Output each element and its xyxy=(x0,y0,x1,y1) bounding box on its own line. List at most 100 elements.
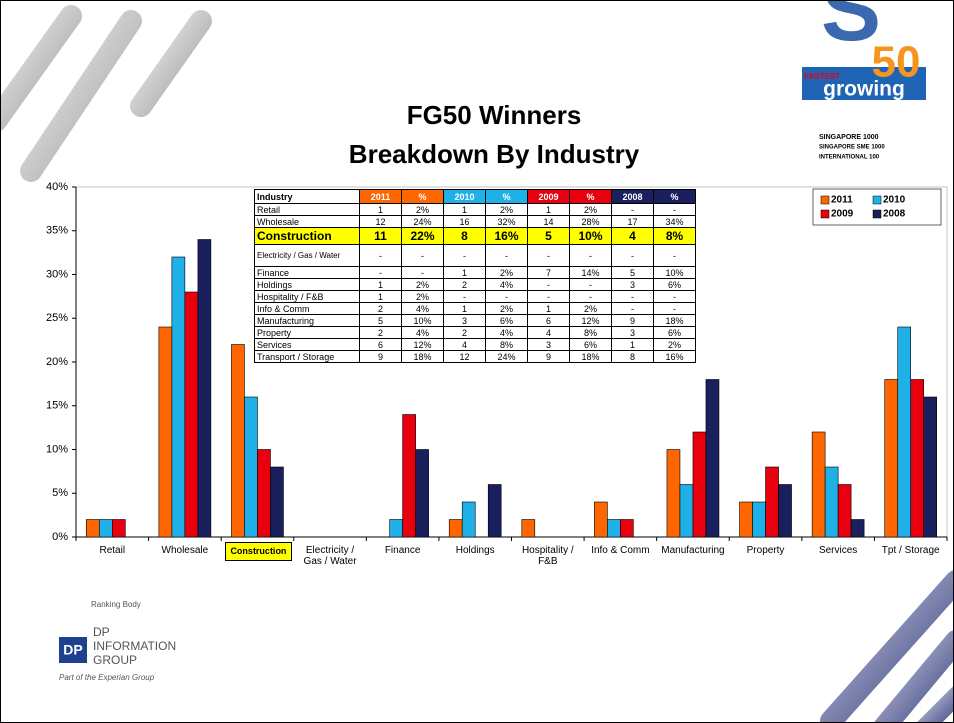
table-cell: 2% xyxy=(569,203,612,216)
table-cell: 2% xyxy=(485,266,528,279)
ranking-label: Ranking Body xyxy=(91,600,141,609)
table-cell: Wholesale xyxy=(254,215,360,228)
table-cell: - xyxy=(611,244,654,267)
y-tick-label: 5% xyxy=(52,487,68,499)
header-cell: % xyxy=(485,189,528,204)
table-cell: - xyxy=(569,278,612,291)
table-cell: 2% xyxy=(569,302,612,315)
table-cell: Property xyxy=(254,326,360,339)
table-cell: 16% xyxy=(653,350,696,363)
table-cell: - xyxy=(359,244,402,267)
table-cell: 1 xyxy=(359,203,402,216)
table-cell: - xyxy=(611,290,654,303)
table-cell: 4 xyxy=(443,338,486,351)
table-row: Finance - -1 2% 7 14% 5 10% xyxy=(254,266,696,279)
table-cell: 18% xyxy=(569,350,612,363)
legend-swatch xyxy=(820,209,830,219)
table-cell: Services xyxy=(254,338,360,351)
table-cell: - xyxy=(359,266,402,279)
y-tick-label: 10% xyxy=(46,443,68,455)
table-cell: - xyxy=(401,244,444,267)
table-cell: 4% xyxy=(485,278,528,291)
org-name: INFORMATION xyxy=(93,639,176,653)
table-cell: 6 xyxy=(527,314,570,327)
table-cell: 4 xyxy=(527,326,570,339)
table-cell: Electricity / Gas / Water xyxy=(254,244,360,267)
table-cell: 11 xyxy=(359,227,402,245)
table-cell: 7 xyxy=(527,266,570,279)
y-tick-label: 35% xyxy=(46,225,68,237)
y-tick-label: 30% xyxy=(46,268,68,280)
org-name: GROUP xyxy=(93,653,137,667)
header-cell: % xyxy=(653,189,696,204)
table-cell: 16 xyxy=(443,215,486,228)
x-tick-label: Electricity / Gas / Water xyxy=(303,545,357,567)
table-cell: 1 xyxy=(359,278,402,291)
table-cell: - xyxy=(527,290,570,303)
logo: S 50 FASTEST growing SINGAPORE 1000 SING… xyxy=(802,1,926,161)
header-cell: Industry xyxy=(254,189,360,204)
table-cell: - xyxy=(611,203,654,216)
bar xyxy=(171,256,186,538)
x-tick-label: Finance xyxy=(384,545,421,556)
table-cell: 2% xyxy=(401,203,444,216)
table-cell: 1 xyxy=(359,290,402,303)
table-cell: Manufacturing xyxy=(254,314,360,327)
table-cell: - xyxy=(653,302,696,315)
table-row: Transport / Storage 9 18% 12 24% 9 18% 8 16% xyxy=(254,350,696,363)
table-cell: - xyxy=(485,244,528,267)
table-cell: 2% xyxy=(485,203,528,216)
table-cell: 4% xyxy=(401,302,444,315)
legend-swatch xyxy=(872,195,882,205)
bar xyxy=(231,344,245,538)
table-cell: 17 xyxy=(611,215,654,228)
table-cell: 3 xyxy=(611,326,654,339)
header-cell: % xyxy=(401,189,444,204)
bar xyxy=(620,519,634,538)
table-cell: 2 xyxy=(443,278,486,291)
header-cell: 2009 xyxy=(527,189,570,204)
x-tick-label: Services xyxy=(818,545,858,556)
y-tick-label: 40% xyxy=(46,181,68,193)
table-cell: 3 xyxy=(611,278,654,291)
table-row: Wholesale 12 24% 16 32% 14 28% 17 34% xyxy=(254,215,696,228)
table-cell: 18% xyxy=(653,314,696,327)
table-cell: 14% xyxy=(569,266,612,279)
table-cell: Construction xyxy=(254,227,360,245)
table-cell: 12 xyxy=(359,215,402,228)
bar xyxy=(765,466,779,538)
table-cell: Hospitality / F&B xyxy=(254,290,360,303)
bar xyxy=(257,449,271,538)
table-cell: - xyxy=(527,278,570,291)
table-cell: 24% xyxy=(485,350,528,363)
table-cell: 6% xyxy=(653,278,696,291)
table-cell: 24% xyxy=(401,215,444,228)
bar xyxy=(389,519,403,538)
table-cell: - xyxy=(443,290,486,303)
legend-label: 2008 xyxy=(883,209,906,220)
bar xyxy=(739,501,753,538)
table-cell: 4% xyxy=(485,326,528,339)
table-cell: 2 xyxy=(443,326,486,339)
x-tick-label: Hospitality / F&B xyxy=(521,545,574,567)
x-tick-label: Property xyxy=(746,545,785,556)
bar xyxy=(679,484,694,538)
bar xyxy=(824,466,839,538)
chart-title: FG50 Winners xyxy=(407,100,582,130)
x-tick-label-highlight: Construction xyxy=(225,542,292,561)
table-cell: 8 xyxy=(611,350,654,363)
table-cell: 1 xyxy=(611,338,654,351)
table-cell: 6% xyxy=(653,326,696,339)
table-cell: Retail xyxy=(254,203,360,216)
bar xyxy=(897,326,912,538)
table-cell: Transport / Storage xyxy=(254,350,360,363)
table-cell: - xyxy=(569,244,612,267)
bar xyxy=(923,396,938,538)
header-cell: % xyxy=(569,189,612,204)
table-row: Hospitality / F&B 1 2% - - - - - - xyxy=(254,290,696,303)
bar xyxy=(111,519,126,538)
logo-word: growing xyxy=(823,78,905,101)
table-cell: 16% xyxy=(485,227,528,245)
bar xyxy=(811,431,826,538)
header-cell: 2011 xyxy=(359,189,402,204)
